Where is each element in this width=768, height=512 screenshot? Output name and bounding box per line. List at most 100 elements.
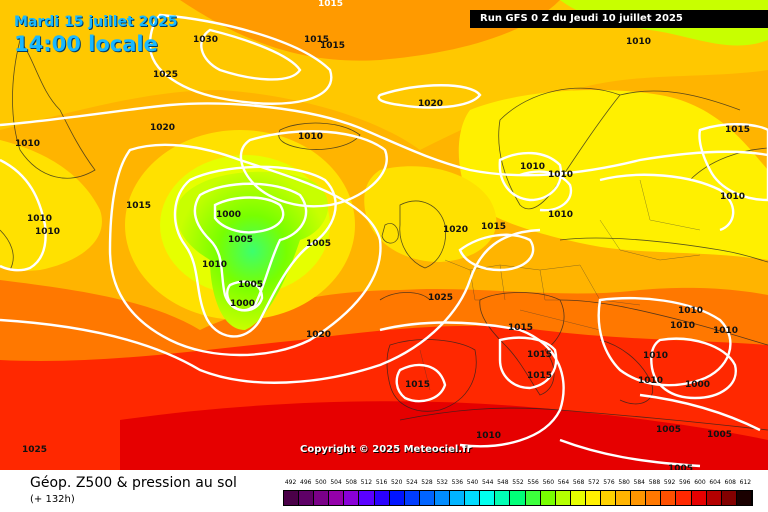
color-scale-swatch bbox=[480, 491, 496, 505]
isobar-label-layer: 1015 1030 1015 1015 1010 1025 1020 1010 … bbox=[15, 0, 750, 470]
isobar-label: 1010 bbox=[15, 139, 40, 149]
color-scale-swatch bbox=[555, 491, 571, 505]
color-scale-label: 576 bbox=[603, 479, 615, 486]
color-scale-swatch bbox=[661, 491, 677, 505]
color-scale-label: 540 bbox=[466, 479, 479, 486]
isobar-label: 1005 bbox=[238, 280, 263, 290]
forecast-time: 14:00 locale bbox=[14, 32, 158, 56]
isobar-label: 1010 bbox=[27, 214, 52, 224]
isobar-label: 1020 bbox=[443, 225, 468, 235]
color-scale-swatch bbox=[570, 491, 586, 505]
isobar-label: 1015 bbox=[318, 0, 343, 9]
field-arctic bbox=[180, 0, 560, 61]
color-scale-swatch bbox=[434, 491, 451, 505]
isobar-label: 1000 bbox=[685, 380, 710, 390]
color-scale-label: 552 bbox=[512, 479, 524, 486]
color-scale-swatch bbox=[691, 491, 707, 505]
color-scale-swatch bbox=[465, 491, 481, 505]
forecast-lead-time: (+ 132h) bbox=[30, 494, 75, 505]
color-scale-label: 584 bbox=[633, 479, 645, 486]
field-uk bbox=[364, 166, 497, 262]
color-scale-swatch bbox=[374, 491, 390, 505]
isobar-label: 1020 bbox=[306, 330, 331, 340]
isobar-label: 1010 bbox=[643, 351, 668, 361]
color-scale-swatch bbox=[646, 491, 662, 505]
color-scale-label: 536 bbox=[451, 479, 464, 486]
isobar-label: 1015 bbox=[508, 323, 533, 333]
isobar-label: 1015 bbox=[725, 125, 750, 135]
color-scale-swatch bbox=[404, 491, 420, 505]
isobar-label: 1005 bbox=[707, 430, 732, 440]
isobar-label: 1010 bbox=[548, 170, 573, 180]
isobar-label: 1020 bbox=[418, 99, 443, 109]
color-scale-swatch bbox=[495, 491, 511, 505]
color-scale-bar bbox=[283, 490, 753, 506]
color-scale-swatch bbox=[631, 491, 647, 505]
color-scale-label: 592 bbox=[663, 479, 676, 486]
field-scandinavia bbox=[458, 90, 768, 260]
isobar-label: 1000 bbox=[230, 299, 255, 309]
color-scale-labels: 492 496 500 504 508 512 516 520 524 528 532 536 540 5… bbox=[283, 479, 753, 489]
color-scale-label: 580 bbox=[618, 479, 630, 486]
isobar-label: 1015 bbox=[304, 35, 329, 45]
color-scale-label: 564 bbox=[557, 479, 570, 486]
isobar-label: 1010 bbox=[548, 210, 573, 220]
color-scale-label: 512 bbox=[360, 479, 373, 486]
color-scale-swatch bbox=[721, 491, 737, 505]
color-scale-swatch bbox=[329, 491, 345, 505]
color-scale-label: 532 bbox=[436, 479, 448, 486]
color-scale-label: 568 bbox=[572, 479, 585, 486]
color-scale-label: 588 bbox=[648, 479, 661, 486]
isobar-label: 1010 bbox=[713, 326, 738, 336]
isobar-label: 1015 bbox=[481, 222, 506, 232]
model-run-label: Run GFS 0 Z du Jeudi 10 juillet 2025 bbox=[470, 10, 768, 28]
color-scale-label: 496 bbox=[300, 479, 312, 486]
isobars bbox=[0, 13, 768, 468]
isobar-label: 1010 bbox=[298, 132, 323, 142]
isobar-label: 1005 bbox=[656, 425, 681, 435]
color-scale-label: 504 bbox=[330, 479, 342, 486]
color-scale-label: 508 bbox=[345, 479, 357, 486]
field-north bbox=[0, 0, 768, 150]
color-scale-swatch bbox=[585, 491, 601, 505]
color-scale-swatch bbox=[344, 491, 360, 505]
isobar-label: 1025 bbox=[428, 293, 453, 303]
isobar-label: 1005 bbox=[228, 235, 253, 245]
color-scale-swatch bbox=[359, 491, 375, 505]
isobar-label: 1010 bbox=[476, 431, 501, 441]
map-canvas: 1015 1030 1015 1015 1010 1025 1020 1010 … bbox=[0, 0, 768, 470]
color-scale-label: 548 bbox=[497, 479, 509, 486]
color-scale-label: 524 bbox=[406, 479, 418, 486]
color-scale-label: 544 bbox=[481, 479, 494, 486]
color-scale-label: 612 bbox=[739, 479, 752, 486]
color-scale-label: 608 bbox=[724, 479, 736, 486]
color-scale-swatch bbox=[510, 491, 526, 505]
color-scale-swatch bbox=[616, 491, 632, 505]
color-scale-swatch bbox=[419, 491, 435, 505]
isobar-label: 1025 bbox=[22, 445, 47, 455]
color-scale-swatch bbox=[314, 491, 330, 505]
isobar-label: 1015 bbox=[405, 380, 430, 390]
color-scale-label: 500 bbox=[315, 479, 327, 486]
color-scale-swatch bbox=[600, 491, 617, 505]
isobar-label: 1010 bbox=[520, 162, 545, 172]
isobar-label: 1030 bbox=[193, 35, 218, 45]
isobar-label: 1020 bbox=[150, 123, 175, 133]
isobar-label: 1010 bbox=[720, 192, 745, 202]
isobar-label: 1005 bbox=[306, 239, 331, 249]
isobar-label: 1015 bbox=[527, 371, 552, 381]
color-scale-label: 600 bbox=[694, 479, 706, 486]
isobar-label: 1000 bbox=[216, 210, 241, 220]
color-scale-swatch bbox=[284, 491, 300, 505]
isobar-label: 1025 bbox=[153, 70, 178, 80]
color-scale-label: 604 bbox=[709, 479, 721, 486]
color-scale-swatch bbox=[450, 491, 466, 505]
color-scale-swatch bbox=[706, 491, 722, 505]
isobar-label: 1010 bbox=[678, 306, 703, 316]
map-footer: Géop. Z500 & pression au sol (+ 132h) 49… bbox=[0, 470, 768, 512]
isobar-label: 1010 bbox=[202, 260, 227, 270]
color-scale-swatch bbox=[389, 491, 405, 505]
color-scale-label: 516 bbox=[375, 479, 388, 486]
field-west-yellow bbox=[0, 140, 102, 271]
isobar-label: 1015 bbox=[527, 350, 552, 360]
